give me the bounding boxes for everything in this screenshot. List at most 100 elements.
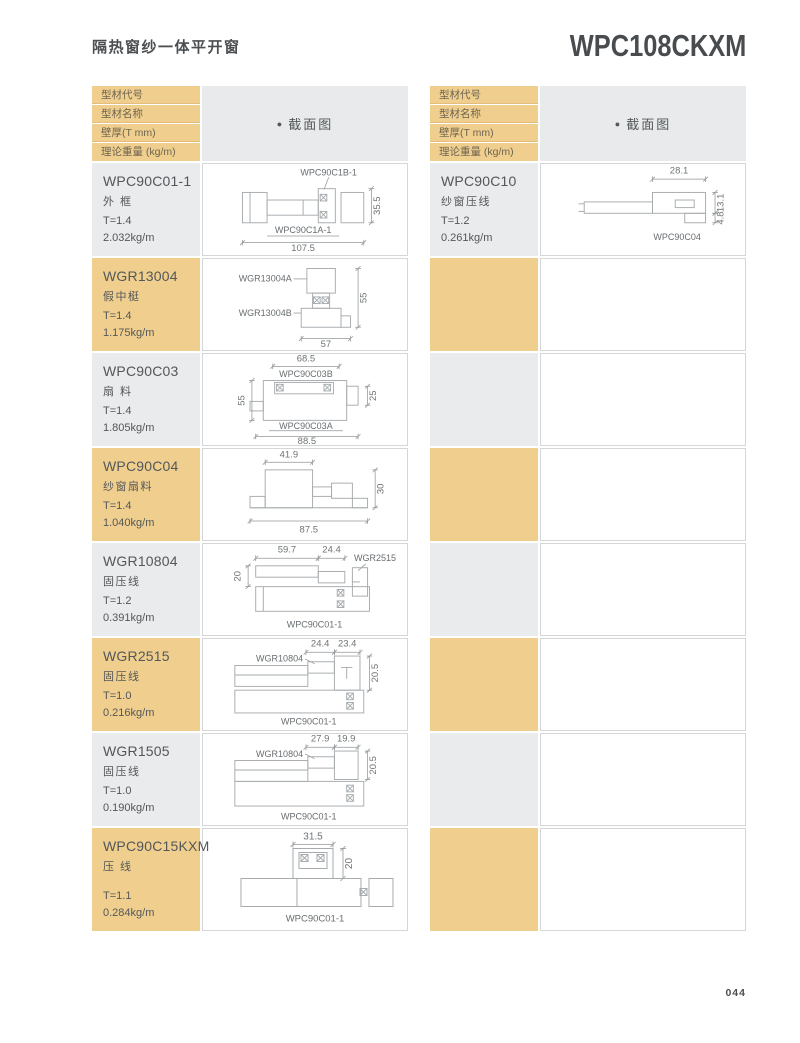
header-cell: 型材名称 [430, 105, 538, 123]
profile-info-cell [430, 828, 538, 931]
profile-info-cell [430, 258, 538, 351]
profile-row [430, 258, 746, 351]
profile-thickness: T=1.4 [103, 499, 132, 512]
bullet-icon: ● [276, 118, 283, 129]
profile-name: 固压线 [103, 576, 141, 588]
page-number: 044 [725, 987, 746, 999]
profile-specs: T=1.1 0.284kg/m [103, 888, 154, 922]
header-cell: 理论重量 (kg/m) [92, 143, 200, 161]
profile-weight: 0.284kg/m [103, 906, 155, 919]
profile-specs: T=1.4 1.805kg/m [103, 403, 154, 437]
profile-name: 固压线 [103, 671, 141, 683]
header-cell: 壁厚(T mm) [92, 124, 200, 142]
dimension-label: 27.9 [311, 734, 329, 745]
profile-row: WPC90C04 纱窗扇料 T=1.4 1.040kg/m 41.9 30 87.5 [92, 448, 408, 541]
part-label: WPC90C1A-1 [275, 225, 332, 235]
dimension-label: 87.5 [300, 524, 318, 535]
dimension-label: 31.5 [303, 832, 323, 843]
profile-info-cell: WPC90C04 纱窗扇料 T=1.4 1.040kg/m [92, 448, 200, 541]
profile-cross-section-drawing: 28.1 13.14.8 WPC90C04 [578, 165, 727, 242]
dimension-label: 59.7 [278, 545, 296, 556]
profile-code: WGR10804 [103, 553, 178, 569]
section-header-cell: ● 截面图 [540, 86, 746, 161]
profile-cross-section-drawing: WGR13004A WGR13004B 55 57 [239, 265, 370, 350]
section-header-label: 截面图 [626, 117, 672, 132]
profile-row: WPC90C03 扇 料 T=1.4 1.805kg/m 68.5 WPC90C03B 55… [92, 353, 408, 446]
profile-table-left: 型材代号 型材名称 壁厚(T mm) 理论重量 (kg/m) ● 截面图 WPC90C01-… [92, 86, 408, 933]
cross-section-cell: 28.1 13.1 4.8 WPC90C04 [540, 163, 746, 256]
dimension-label: 20.5 [368, 756, 379, 774]
profile-info-cell: WPC90C03 扇 料 T=1.4 1.805kg/m [92, 353, 200, 446]
dimension-label: 20 [233, 571, 244, 582]
profile-specs: T=1.2 0.391kg/m [103, 593, 154, 627]
profile-info-cell [430, 638, 538, 731]
profile-weight: 1.040kg/m [103, 516, 155, 529]
dimension-label: 41.9 [280, 450, 298, 461]
profile-thickness: T=1.4 [103, 404, 132, 417]
profile-info-cell: WPC90C10 纱窗压线 T=1.2 0.261kg/m [430, 163, 538, 256]
cross-section-cell [540, 258, 746, 351]
profile-row: WGR10804 固压线 T=1.2 0.391kg/m 59.7 24.4 WGR2515… [92, 543, 408, 636]
profile-code: WGR1505 [103, 743, 170, 759]
dimension-label: 13.1 [716, 194, 727, 212]
profile-weight: 0.261kg/m [441, 231, 493, 244]
profile-info-cell: WGR1505 固压线 T=1.0 0.190kg/m [92, 733, 200, 826]
profile-name: 固压线 [103, 766, 141, 778]
cross-section-cell: 24.4 23.4 WGR10804 20.5 WPC90C01-1 [202, 638, 408, 731]
cross-section-cell [540, 733, 746, 826]
profile-info-cell [430, 543, 538, 636]
profile-code: WPC90C04 [103, 458, 179, 474]
cross-section-cell: WPC90C1B-1 35.5 WPC90C1A-1 107.5 [202, 163, 408, 256]
profile-cross-section-drawing: 31.5 20 WPC90C01-1 [240, 832, 394, 925]
profile-row: WPC90C10 纱窗压线 T=1.2 0.261kg/m 28.1 13.1 4.8 WPC… [430, 163, 746, 256]
profile-thickness: T=1.1 [103, 889, 132, 902]
profile-info-cell: WGR2515 固压线 T=1.0 0.216kg/m [92, 638, 200, 731]
part-label: WPC90C01-1 [281, 716, 337, 726]
profile-weight: 1.805kg/m [103, 421, 155, 434]
dimension-label: 24.4 [311, 639, 329, 650]
part-label: WPC90C03B [279, 369, 333, 379]
cross-section-cell [540, 448, 746, 541]
profile-row [430, 828, 746, 931]
part-label: WGR13004B [239, 308, 292, 318]
profile-row: WGR13004 假中梃 T=1.4 1.175kg/m WGR13004A WGR130… [92, 258, 408, 351]
header-label-column: 型材代号 型材名称 壁厚(T mm) 理论重量 (kg/m) [92, 86, 200, 161]
cross-section-cell [540, 828, 746, 931]
profile-info-cell: WGR10804 固压线 T=1.2 0.391kg/m [92, 543, 200, 636]
dimension-label: 28.1 [670, 165, 688, 176]
part-label: WPC90C03A [279, 421, 333, 431]
header-cell: 理论重量 (kg/m) [430, 143, 538, 161]
profile-code: WPC90C10 [441, 173, 517, 189]
cross-section-cell: 27.9 19.9 WGR10804 20.5 WPC90C01-1 [202, 733, 408, 826]
profile-table-right: 型材代号 型材名称 壁厚(T mm) 理论重量 (kg/m) ● 截面图 WPC90C10 纱… [430, 86, 746, 933]
profile-code: WGR2515 [103, 648, 170, 664]
profile-info-cell [430, 733, 538, 826]
dimension-label: 23.4 [338, 639, 356, 650]
profile-info-cell [430, 353, 538, 446]
dimension-label: 25 [368, 390, 379, 401]
profile-weight: 0.190kg/m [103, 801, 155, 814]
part-label: WPC90C01-1 [287, 619, 343, 629]
table-header: 型材代号 型材名称 壁厚(T mm) 理论重量 (kg/m) ● 截面图 [430, 86, 746, 161]
model-code: WPC108CKXM [569, 28, 746, 63]
profile-name: 外 框 [103, 196, 133, 208]
part-label: WPC90C1B-1 [300, 167, 357, 177]
profile-row [430, 733, 746, 826]
header-cell: 壁厚(T mm) [430, 124, 538, 142]
profile-thickness: T=1.2 [103, 594, 132, 607]
section-header-label: 截面图 [288, 117, 334, 132]
profile-specs: T=1.4 2.032kg/m [103, 213, 154, 247]
profile-specs: T=1.2 0.261kg/m [441, 213, 492, 247]
profile-cross-section-drawing: 41.9 30 87.5 [247, 450, 387, 535]
header-cell: 型材代号 [92, 86, 200, 104]
profile-cross-section-drawing: 59.7 24.4 WGR2515 20 WPC90C01-1 [233, 545, 396, 630]
cross-section-cell: 31.5 20 WPC90C01-1 [202, 828, 408, 931]
dimension-label: 55 [359, 293, 370, 304]
profile-row [430, 353, 746, 446]
dimension-label: 19.9 [337, 734, 355, 745]
page-title: 隔热窗纱一体平开窗 [92, 38, 241, 56]
profile-row: WPC90C15KXM 压 线 T=1.1 0.284kg/m 31.5 20 WPC90C… [92, 828, 408, 931]
profile-cross-section-drawing: WPC90C1B-1 35.5 WPC90C1A-1 107.5 [239, 167, 383, 254]
part-label: WPC90C01-1 [286, 914, 345, 925]
